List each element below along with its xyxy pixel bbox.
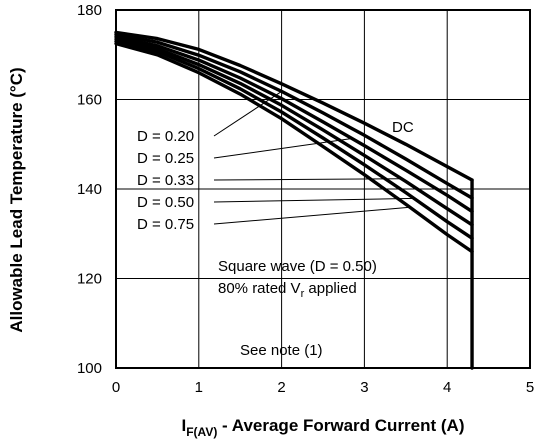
series-line-1 xyxy=(114,30,474,182)
square-wave-note: Square wave (D = 0.50) xyxy=(218,258,377,275)
rated-voltage-suffix: applied xyxy=(304,280,357,297)
x-axis-title-subscript: F(AV) xyxy=(186,425,217,439)
x-axis-title-rest: - Average Forward Current (A) xyxy=(217,416,464,435)
leader-line xyxy=(213,91,282,137)
y-tick-label: 180 xyxy=(77,2,102,19)
series-line-5 xyxy=(114,39,474,240)
series-line-3 xyxy=(114,35,474,214)
duty-label-0-75: D = 0.75 xyxy=(137,216,194,233)
rated-voltage-prefix: 80% rated V xyxy=(218,280,301,297)
leader-line xyxy=(213,206,410,225)
y-axis-title: Allowable Lead Temperature (°C) xyxy=(7,67,26,332)
y-tick-label: 140 xyxy=(77,181,102,198)
duty-label-0-20: D = 0.20 xyxy=(137,128,194,145)
x-tick-label: 1 xyxy=(195,379,203,396)
grid-lines xyxy=(116,10,530,368)
duty-label-0-50: D = 0.50 xyxy=(137,194,194,211)
x-tick-label: 0 xyxy=(112,379,120,396)
x-tick-label: 4 xyxy=(443,379,451,396)
duty-label-0-25: D = 0.25 xyxy=(137,150,194,167)
y-tick-label: 100 xyxy=(77,360,102,377)
x-tick-label: 3 xyxy=(360,379,368,396)
curves xyxy=(114,30,474,370)
x-axis-title-main: I xyxy=(181,416,186,435)
x-axis-title: IF(AV) - Average Forward Current (A) xyxy=(181,416,464,439)
x-tick-label: 5 xyxy=(526,379,534,396)
series-line-4 xyxy=(114,37,474,227)
y-tick-label: 160 xyxy=(77,92,102,109)
tick-labels: 0 1 2 3 4 5 100 120 140 160 180 xyxy=(77,2,534,396)
x-tick-label: 2 xyxy=(277,379,285,396)
series-line-2 xyxy=(114,32,474,200)
duty-label-0-33: D = 0.33 xyxy=(137,172,194,189)
y-tick-label: 120 xyxy=(77,271,102,288)
leader-line xyxy=(213,197,415,203)
plot-frame xyxy=(115,9,531,369)
see-note-label: See note (1) xyxy=(240,342,323,359)
rated-voltage-subscript: r xyxy=(301,288,305,300)
dc-label: DC xyxy=(392,119,414,136)
rated-voltage-note: 80% rated Vr applied xyxy=(218,280,357,300)
leader-line xyxy=(213,178,402,181)
leader-line xyxy=(213,137,353,159)
series-line-6 xyxy=(114,41,474,254)
leader-lines xyxy=(213,91,415,225)
